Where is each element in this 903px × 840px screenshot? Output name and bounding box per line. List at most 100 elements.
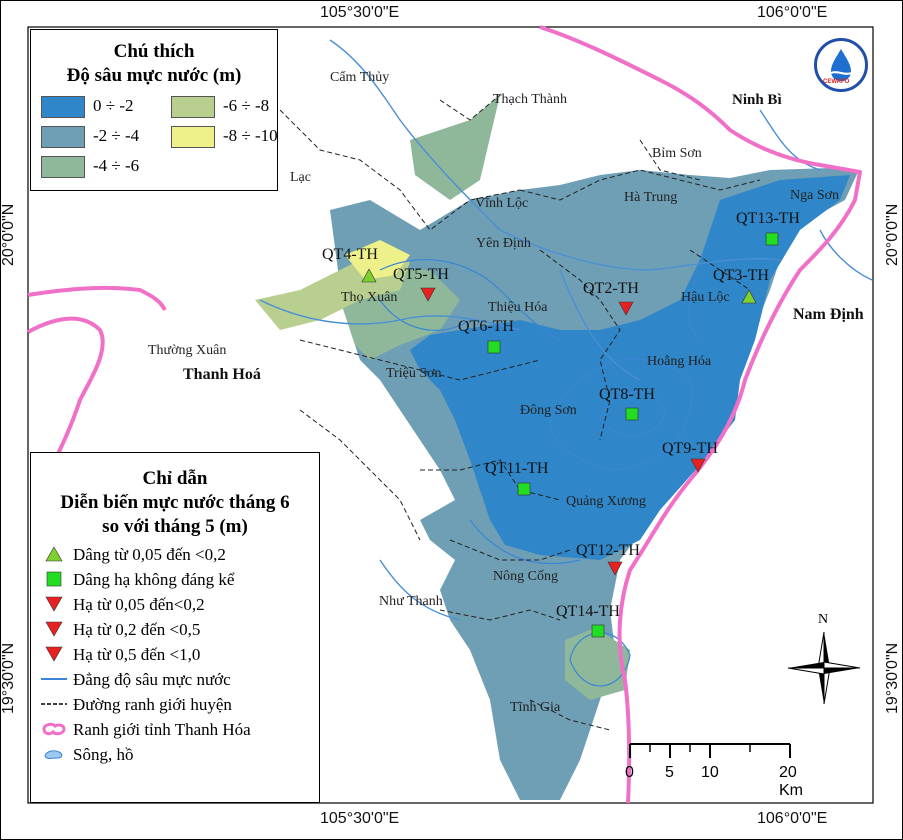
place-hoang-hoa: Hoằng Hóa	[647, 354, 712, 369]
depth-class-label: -2 ÷ -4	[93, 126, 140, 145]
change-item-label: Hạ từ 0,5 đến <1,0	[73, 645, 201, 664]
station-marker-qt8-th	[625, 407, 639, 421]
change-legend-title: Chỉ dẫn	[142, 468, 208, 489]
coord-bottom-right: 106°0'0"E	[757, 810, 828, 827]
depth-class-0: 0 ÷ -2	[41, 96, 134, 119]
north-label: N	[818, 612, 829, 627]
station-marker-qt11-th	[517, 482, 531, 496]
depth-class-label: -8 ÷ -10	[223, 126, 278, 145]
station-label-qt13: QT13-TH	[736, 210, 800, 227]
district-borders	[279, 94, 761, 731]
place-thanh-hoa: Thanh Hoá	[183, 366, 261, 383]
station-label-qt3: QT3-TH	[713, 267, 769, 284]
place-vinh-loc: Vĩnh Lộc	[475, 196, 529, 211]
logo-text: CEWAFO	[823, 79, 850, 85]
scale-tick-10: 10	[701, 764, 719, 781]
change-legend-subtitle-1: Diễn biến mực nước tháng 6	[60, 492, 290, 513]
place-lac: Lạc	[290, 170, 311, 185]
change-item-7: Ranh giới tỉnh Thanh Hóa	[41, 720, 251, 742]
triangle-down-icon	[41, 646, 67, 667]
station-label-qt2: QT2-TH	[583, 280, 639, 297]
change-item-8: Sông, hồ	[41, 745, 133, 767]
change-item-label: Đường ranh giới huyện	[73, 695, 232, 714]
triangle-up-icon	[41, 545, 67, 567]
place-tinh-gia: Tĩnh Gia	[510, 700, 561, 715]
station-marker-qt2-th	[618, 301, 634, 316]
place-nam-dinh: Nam Định	[793, 306, 864, 323]
depth-swatch	[41, 156, 85, 179]
change-item-5: Đẳng độ sâu mực nước	[41, 670, 231, 692]
place-thach-thanh: Thạch Thành	[493, 92, 567, 107]
coord-top-left: 105°30'0"E	[320, 4, 400, 21]
station-marker-qt5-th	[420, 287, 436, 302]
coord-top-right: 106°0'0"E	[757, 4, 828, 21]
depth-class-label: -6 ÷ -8	[223, 96, 270, 115]
depth-class-3: -6 ÷ -8	[171, 96, 270, 119]
depth-class-label: -4 ÷ -6	[93, 156, 140, 175]
depth-class-4: -8 ÷ -10	[171, 126, 278, 149]
rivers	[259, 39, 873, 621]
place-cam-thuy: Cẩm Thủy	[330, 70, 390, 85]
line-dashed-icon	[41, 696, 67, 717]
place-yen-dinh: Yên Định	[476, 236, 531, 251]
place-tho-xuan: Thọ Xuân	[341, 290, 398, 305]
scale-tick-0: 0	[625, 764, 634, 781]
station-marker-qt4-th	[361, 268, 377, 283]
station-marker-qt12-th	[607, 561, 623, 576]
place-hau-loc: Hậu Lộc	[681, 290, 730, 305]
station-label-qt11: QT11-TH	[485, 460, 549, 477]
map-content	[27, 25, 873, 804]
depth-class-1: -2 ÷ -4	[41, 126, 140, 149]
change-item-4: Hạ từ 0,5 đến <1,0	[41, 645, 200, 667]
province-border-icon	[41, 721, 67, 742]
place-ninh-binh: Ninh Bì	[732, 92, 782, 108]
place-trieu-son: Triệu Sơn	[386, 366, 442, 381]
north-arrow: N	[786, 612, 862, 708]
change-item-label: Đẳng độ sâu mực nước	[73, 670, 231, 689]
station-label-qt6: QT6-TH	[458, 318, 514, 335]
change-item-label: Sông, hồ	[73, 745, 134, 764]
change-legend-subtitle-2: so với tháng 5 (m)	[102, 516, 248, 537]
station-marker-qt3-th	[741, 289, 757, 304]
depth-swatch	[171, 96, 215, 119]
logo: CEWAFO	[814, 38, 868, 92]
depth-swatch	[41, 126, 85, 149]
change-item-label: Dâng từ 0,05 đến <0,2	[73, 545, 226, 564]
change-item-3: Hạ từ 0,2 đến <0,5	[41, 620, 200, 642]
station-label-qt12: QT12-TH	[576, 542, 640, 559]
change-item-6: Đường ranh giới huyện	[41, 695, 232, 717]
place-bim-son: Bỉm Sơn	[652, 146, 702, 161]
station-label-qt8: QT8-TH	[599, 386, 655, 403]
scale-tick-5: 5	[665, 764, 674, 781]
place-nong-cong: Nông Cống	[493, 569, 558, 584]
station-marker-qt9-th	[690, 458, 706, 473]
depth-zone-8-10	[345, 240, 410, 280]
depth-zone-0-2	[410, 175, 850, 560]
depth-legend-title: Chú thích	[113, 41, 195, 62]
change-item-label: Ranh giới tỉnh Thanh Hóa	[73, 720, 251, 739]
change-item-2: Hạ từ 0,05 đến<0,2	[41, 595, 205, 617]
station-label-qt4: QT4-TH	[322, 246, 378, 263]
coord-left-bottom: 19°30'0"N	[0, 642, 17, 714]
station-label-qt14: QT14-TH	[556, 603, 620, 620]
change-item-1: Dâng hạ không đáng kể	[41, 570, 234, 592]
triangle-down-icon	[41, 596, 67, 617]
change-legend: Chỉ dẫn Diễn biến mực nước tháng 6 so vớ…	[30, 452, 320, 803]
change-item-label: Dâng hạ không đáng kể	[73, 570, 235, 589]
depth-swatch	[41, 96, 85, 119]
triangle-down-icon	[41, 621, 67, 642]
place-nhu-thanh: Như Thanh	[379, 594, 443, 609]
stations-layer	[361, 232, 779, 638]
coord-right-top: 20°0'0"N	[884, 203, 901, 266]
coord-bottom-left: 105°30'0"E	[320, 810, 400, 827]
station-label-qt5: QT5-TH	[393, 266, 449, 283]
depth-swatch	[171, 126, 215, 149]
place-thieu-hoa: Thiệu Hóa	[488, 300, 548, 315]
depth-legend: Chú thích Độ sâu mực nước (m) 0 ÷ -2 -2 ÷…	[30, 29, 278, 191]
station-marker-qt13-th	[765, 232, 779, 246]
scale-tick-20: 20 Km	[779, 764, 803, 799]
change-item-0: Dâng từ 0,05 đến <0,2	[41, 545, 226, 567]
coord-left-top: 20°0'0"N	[0, 203, 17, 266]
depth-legend-subtitle: Độ sâu mực nước (m)	[66, 65, 242, 86]
place-quang-xuong: Quảng Xương	[566, 494, 646, 509]
